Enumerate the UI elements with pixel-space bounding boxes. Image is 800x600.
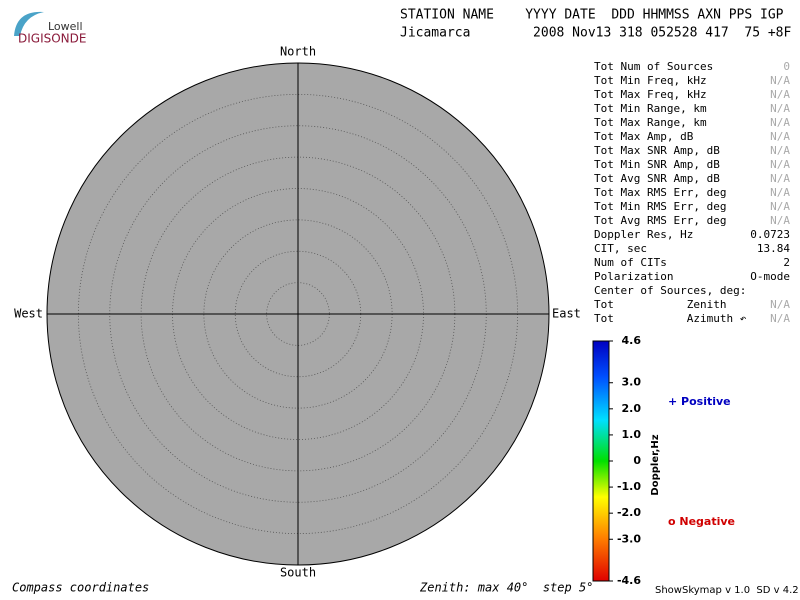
- stat-label: Tot Min Range, km: [594, 102, 707, 115]
- stat-label: Tot Min RMS Err, deg: [594, 200, 726, 213]
- stat-label: Tot Max Amp, dB: [594, 130, 694, 143]
- colorbar-tick-label: 1.0: [622, 428, 642, 441]
- footer-right: ShowSkymap v 1.0 SD v 4.2: [655, 585, 799, 596]
- stat-label: Num of CITs: [594, 256, 667, 269]
- stat-value: O-mode: [750, 270, 790, 283]
- header-values: Jicamarca 2008 Nov13 318 052528 417 75 +…: [400, 26, 792, 41]
- stat-value: N/A: [770, 186, 790, 199]
- footer-left: Compass coordinates: [12, 581, 149, 595]
- colorbar-tick-label: -3.0: [617, 532, 641, 545]
- stat-label: Doppler Res, Hz: [594, 228, 693, 241]
- stat-value: N/A: [770, 214, 790, 227]
- stat-value: 0.0723: [750, 228, 790, 241]
- stat-value: 0: [783, 60, 790, 73]
- stat-value: N/A: [770, 144, 790, 157]
- stat-label: Polarization: [594, 270, 673, 283]
- colorbar-tick-label: 2.0: [622, 402, 642, 415]
- stat-value: N/A: [770, 88, 790, 101]
- colorbar: [592, 340, 610, 582]
- stat-label: Center of Sources, deg:: [594, 284, 746, 297]
- colorbar-tick-label: 0: [633, 454, 641, 467]
- stat-value: N/A: [770, 74, 790, 87]
- east-label: East: [552, 307, 581, 321]
- stat-label: Tot Avg RMS Err, deg: [594, 214, 726, 227]
- stat-value: 13.84: [757, 242, 790, 255]
- stat-value: N/A: [770, 200, 790, 213]
- west-label: West: [14, 307, 43, 321]
- logo-swoosh: [14, 11, 44, 36]
- colorbar-tick-label: 3.0: [622, 376, 642, 389]
- stat-value: N/A: [770, 172, 790, 185]
- stat-label: Tot Min SNR Amp, dB: [594, 158, 720, 171]
- logo-top: Lowell: [48, 20, 83, 33]
- colorbar-tick-label: -1.0: [617, 480, 641, 493]
- stat-label: Tot Min Freq, kHz: [594, 74, 707, 87]
- stat-label: Tot Azimuth ↶: [594, 312, 747, 325]
- legend-negative: o Negative: [668, 515, 735, 528]
- stat-value: N/A: [770, 312, 790, 325]
- colorbar-tick-label: -2.0: [617, 506, 641, 519]
- stat-value: N/A: [770, 116, 790, 129]
- colorbar-tick-label: 4.6: [622, 334, 642, 347]
- stat-label: Tot Num of Sources: [594, 60, 713, 73]
- stat-label: Tot Zenith: [594, 298, 726, 311]
- south-label: South: [280, 566, 316, 580]
- stat-label: Tot Avg SNR Amp, dB: [594, 172, 720, 185]
- colorbar-label: Doppler,Hz: [650, 434, 661, 495]
- stat-label: Tot Max Range, km: [594, 116, 707, 129]
- stat-label: CIT, sec: [594, 242, 647, 255]
- header-labels: STATION NAME YYYY DATE DDD HHMMSS AXN PP…: [400, 8, 784, 23]
- logo-bottom: DIGISONDE: [18, 32, 86, 46]
- stat-label: Tot Max SNR Amp, dB: [594, 144, 720, 157]
- stat-value: N/A: [770, 102, 790, 115]
- colorbar-tick-label: -4.6: [617, 574, 641, 587]
- footer-center: Zenith: max 40° step 5°: [419, 581, 593, 595]
- stat-value: N/A: [770, 158, 790, 171]
- north-label: North: [280, 45, 316, 59]
- stat-label: Tot Max Freq, kHz: [594, 88, 707, 101]
- stat-value: 2: [783, 256, 790, 269]
- stat-value: N/A: [770, 298, 790, 311]
- legend-positive: + Positive: [668, 395, 731, 408]
- stat-value: N/A: [770, 130, 790, 143]
- stat-label: Tot Max RMS Err, deg: [594, 186, 726, 199]
